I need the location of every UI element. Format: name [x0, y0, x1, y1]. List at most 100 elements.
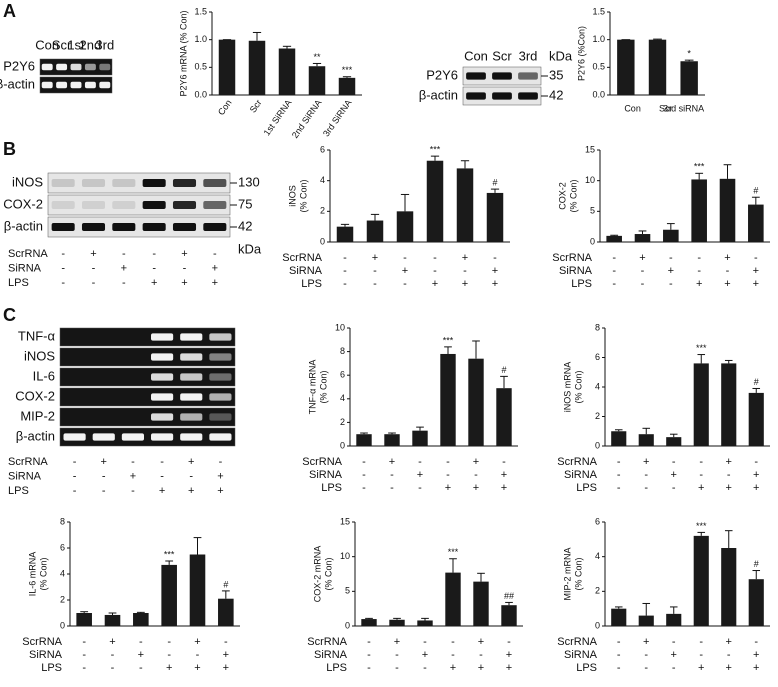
treatment-sign: -: [183, 262, 187, 274]
bar: [721, 548, 737, 626]
treatment-sign: +: [166, 662, 172, 674]
gel-band: [203, 223, 227, 231]
bar: [445, 572, 461, 626]
treatment-sign: +: [698, 482, 704, 494]
treatment-sign: -: [92, 277, 96, 289]
treatment-sign: +: [671, 469, 677, 481]
bar: [76, 613, 92, 626]
panel-label: C: [3, 305, 16, 325]
treatment-label: ScrRNA: [557, 456, 597, 468]
gel-band: [209, 373, 232, 381]
bar: [338, 77, 356, 95]
gel-band: [151, 333, 174, 341]
treatment-label: ScrRNA: [22, 636, 62, 648]
gel-band: [92, 433, 115, 441]
treatment-sign: +: [130, 470, 136, 482]
treatment-sign: -: [373, 278, 377, 290]
gel-band: [112, 201, 136, 209]
treatment-sign: +: [668, 265, 674, 277]
treatment-sign: +: [753, 278, 759, 290]
bar: [412, 430, 428, 446]
treatment-sign: -: [367, 636, 371, 648]
bar: [248, 40, 266, 95]
treatment-label: SiRNA: [8, 262, 42, 274]
treatment-label: LPS: [326, 662, 347, 674]
gel-band: [142, 179, 166, 187]
treatment-label: SiRNA: [314, 649, 348, 661]
treatment-sign: +: [181, 277, 187, 289]
gel-band: [492, 92, 512, 100]
treatment-label: LPS: [571, 278, 592, 290]
treatment-sign: +: [639, 252, 645, 264]
treatment-sign: +: [138, 649, 144, 661]
treatment-sign: +: [753, 649, 759, 661]
treatment-sign: -: [189, 470, 193, 482]
bar: [396, 211, 414, 242]
y-tick-label: 0: [340, 440, 345, 450]
y-tick-label: 4: [340, 393, 345, 403]
significance-mark: ***: [430, 145, 441, 155]
treatment-sign: +: [101, 456, 107, 468]
blot-unit: kDa: [238, 241, 262, 256]
bar: [389, 619, 405, 626]
y-tick-label: 4: [60, 568, 65, 578]
y-tick-label: 0: [345, 620, 350, 630]
x-tick-label: 1st SiRNA: [262, 98, 294, 138]
x-tick-label: 2nd SiRNA: [290, 98, 324, 140]
lane-label: 3rd: [519, 48, 538, 63]
significance-mark: ***: [164, 549, 175, 559]
blot-row-label: iNOS: [24, 348, 55, 363]
treatment-sign: +: [432, 278, 438, 290]
treatment-sign: -: [612, 278, 616, 290]
blot-size: 35: [549, 67, 563, 82]
treatment-sign: -: [754, 252, 758, 264]
treatment-label: SiRNA: [8, 470, 42, 482]
significance-mark: ***: [694, 162, 705, 172]
y-tick-label: 0.5: [194, 62, 207, 72]
treatment-label: LPS: [8, 277, 29, 289]
gel-band: [209, 433, 232, 441]
treatment-sign: -: [403, 278, 407, 290]
treatment-label: ScrRNA: [8, 456, 48, 468]
treatment-sign: +: [212, 262, 218, 274]
y-tick-label: 1.5: [592, 6, 605, 16]
bar: [719, 178, 736, 242]
gel-band: [70, 81, 82, 89]
bar: [680, 61, 698, 95]
treatment-sign: +: [121, 262, 127, 274]
treatment-sign: +: [223, 649, 229, 661]
significance-mark: ***: [342, 65, 353, 75]
treatment-label: ScrRNA: [282, 252, 322, 264]
treatment-sign: +: [753, 662, 759, 674]
bar: [426, 160, 444, 242]
treatment-sign: -: [672, 662, 676, 674]
treatment-sign: +: [223, 662, 229, 674]
treatment-sign: -: [152, 262, 156, 274]
bar: [440, 353, 456, 446]
y-tick-label: 5: [345, 586, 350, 596]
treatment-sign: -: [502, 456, 506, 468]
treatment-sign: -: [403, 252, 407, 264]
y-tick-label: 1.0: [194, 34, 207, 44]
treatment-sign: -: [672, 482, 676, 494]
gel-band: [518, 72, 538, 80]
treatment-sign: -: [82, 636, 86, 648]
treatment-sign: +: [445, 482, 451, 494]
blot-row-label: β-actin: [16, 428, 55, 443]
gel-band: [56, 63, 68, 71]
gel-band: [151, 353, 174, 361]
treatment-label: SiRNA: [564, 649, 598, 661]
treatment-sign: +: [194, 636, 200, 648]
treatment-sign: -: [196, 649, 200, 661]
y-axis-label: COX-2: [557, 182, 567, 210]
lane-label: Con: [35, 37, 59, 52]
treatment-sign: +: [753, 265, 759, 277]
treatment-label: LPS: [321, 482, 342, 494]
treatment-label: SiRNA: [564, 469, 598, 481]
gel-strip: [47, 172, 231, 194]
y-tick-label: 2: [595, 586, 600, 596]
y-tick-label: 15: [340, 516, 350, 526]
treatment-sign: +: [151, 277, 157, 289]
treatment-sign: +: [506, 662, 512, 674]
